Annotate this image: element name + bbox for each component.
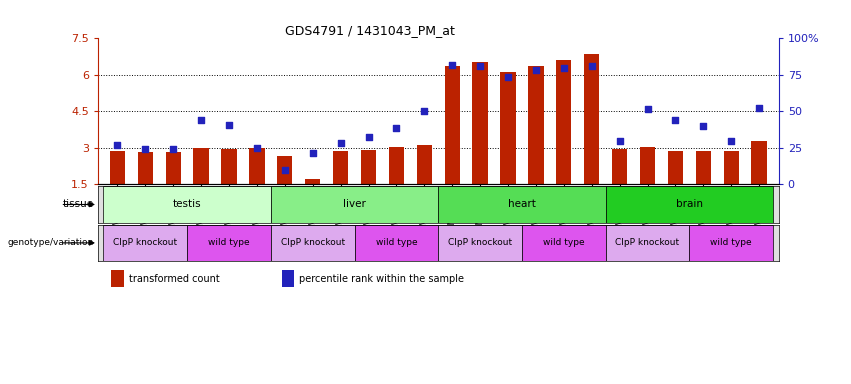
Bar [305,179,320,184]
Text: tissue: tissue [62,199,94,210]
Text: wild type: wild type [375,238,417,247]
Point [557,65,571,71]
Bar [522,225,606,261]
Bar [472,61,488,184]
Text: liver: liver [343,199,366,210]
Bar [355,225,438,261]
Bar [606,186,773,223]
Bar [111,270,123,287]
Bar [138,152,153,184]
Point [139,146,152,152]
Bar [557,60,572,184]
Bar [333,152,348,184]
Text: testis: testis [173,199,202,210]
Bar [606,225,689,261]
Bar [695,152,711,184]
Point [669,117,683,123]
Bar [166,152,181,184]
Point [111,142,124,149]
Bar [271,186,438,223]
Bar [271,225,355,261]
Point [752,104,766,111]
Text: wild type: wild type [208,238,250,247]
Bar [584,54,599,184]
Point [585,63,598,70]
Text: ClpP knockout: ClpP knockout [113,238,177,247]
Point [724,137,738,144]
Point [278,167,292,173]
Bar [277,156,293,184]
Text: brain: brain [676,199,703,210]
Text: ClpP knockout: ClpP knockout [448,238,512,247]
Point [306,150,319,156]
Point [390,125,403,131]
Text: heart: heart [508,199,536,210]
Point [696,123,710,129]
Point [194,117,208,123]
Point [222,122,236,128]
Bar [751,141,767,184]
Point [362,134,375,140]
Bar [193,148,208,184]
Point [529,67,543,73]
Bar [500,73,516,184]
Bar [723,152,739,184]
Bar [104,186,271,223]
Text: ClpP knockout: ClpP knockout [281,238,345,247]
Bar [187,225,271,261]
Text: ClpP knockout: ClpP knockout [615,238,680,247]
Bar [221,149,237,184]
Text: wild type: wild type [711,238,752,247]
Point [167,146,180,152]
Text: genotype/variation: genotype/variation [8,238,94,247]
Bar [689,225,773,261]
Point [418,108,431,114]
Point [641,106,654,112]
Bar [668,152,683,184]
Text: percentile rank within the sample: percentile rank within the sample [299,275,464,285]
Bar [104,225,187,261]
Text: transformed count: transformed count [129,275,220,285]
Point [613,137,626,144]
Bar [389,147,404,184]
Bar [249,148,265,184]
Bar [361,150,376,184]
Point [501,74,515,80]
Bar [110,152,125,184]
Bar [444,66,460,184]
Point [473,63,487,70]
Bar [417,146,432,184]
Bar [640,147,655,184]
Bar [438,186,606,223]
Bar [282,270,294,287]
Bar [612,149,627,184]
Point [445,62,459,68]
Bar [528,66,544,184]
Point [334,140,347,146]
Text: wild type: wild type [543,238,585,247]
Bar [438,225,522,261]
Title: GDS4791 / 1431043_PM_at: GDS4791 / 1431043_PM_at [285,24,455,37]
Point [250,145,264,151]
